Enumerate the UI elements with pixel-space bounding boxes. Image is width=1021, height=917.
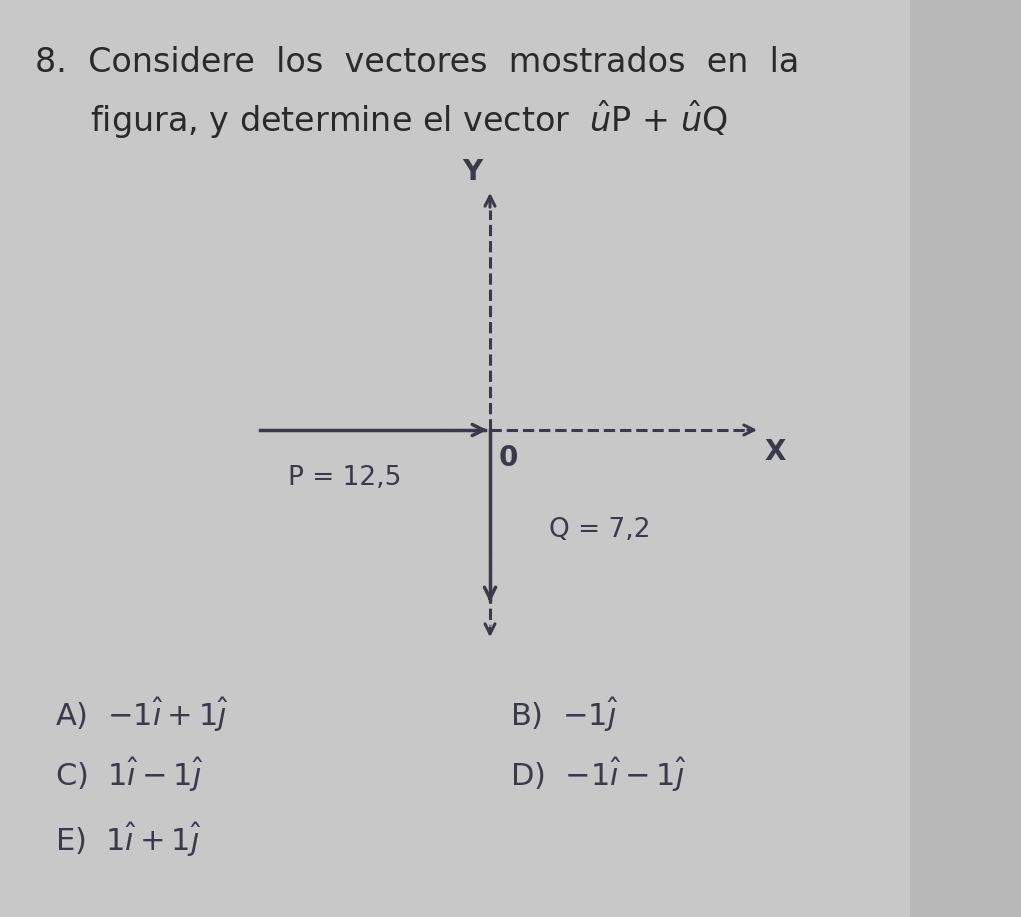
- Text: X: X: [765, 438, 786, 466]
- Bar: [910, 0, 1021, 917]
- Text: 8.  Considere  los  vectores  mostrados  en  la: 8. Considere los vectores mostrados en l…: [35, 46, 799, 79]
- Text: P = 12,5: P = 12,5: [288, 465, 401, 491]
- Text: E)  $1\hat{\imath}+1\hat{\jmath}$: E) $1\hat{\imath}+1\hat{\jmath}$: [55, 821, 202, 859]
- Text: 0: 0: [498, 444, 518, 472]
- Text: C)  $1\hat{\imath}-1\hat{\jmath}$: C) $1\hat{\imath}-1\hat{\jmath}$: [55, 756, 204, 794]
- Text: D)  $-1\hat{\imath}-1\hat{\jmath}$: D) $-1\hat{\imath}-1\hat{\jmath}$: [510, 756, 687, 794]
- Text: Y: Y: [461, 158, 482, 186]
- Text: figura, y determine el vector  $\hat{u}$P + $\hat{u}$Q: figura, y determine el vector $\hat{u}$P…: [90, 99, 728, 141]
- Text: B)  $-1\hat{\jmath}$: B) $-1\hat{\jmath}$: [510, 696, 619, 735]
- Text: Q = 7,2: Q = 7,2: [549, 517, 650, 543]
- Text: A)  $-1\hat{\imath}+1\hat{\jmath}$: A) $-1\hat{\imath}+1\hat{\jmath}$: [55, 696, 229, 735]
